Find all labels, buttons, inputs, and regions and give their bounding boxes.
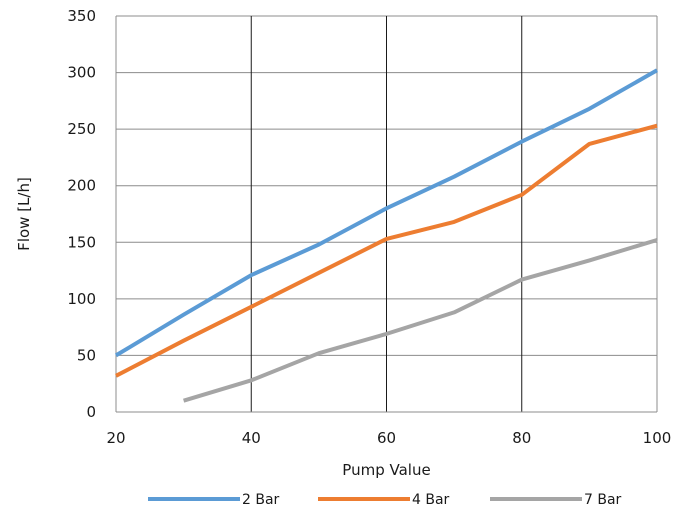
- y-tick-label: 150: [67, 233, 96, 251]
- series-line-2-bar: [114, 68, 658, 358]
- legend-label: 2 Bar: [242, 492, 280, 508]
- vertical-gridlines: [250, 16, 523, 412]
- x-tick-label: 80: [512, 429, 531, 447]
- y-tick-label: 250: [67, 120, 96, 138]
- legend: 2 Bar 4 Bar 7 Bar: [148, 492, 622, 508]
- x-tick-label: 60: [377, 429, 396, 447]
- plot-border: [115, 16, 658, 413]
- y-tick-label: 350: [67, 7, 96, 25]
- legend-label: 7 Bar: [584, 492, 622, 508]
- x-tick-label: 20: [106, 429, 125, 447]
- y-tick-label: 0: [86, 403, 96, 421]
- legend-label: 4 Bar: [412, 492, 450, 508]
- series-line-4-bar: [115, 123, 658, 378]
- y-axis-label: Flow [L/h]: [15, 177, 33, 251]
- series-line-7-bar: [183, 238, 658, 403]
- series-lines: [114, 68, 658, 403]
- x-tick-label: 40: [242, 429, 261, 447]
- y-tick-label: 200: [67, 177, 96, 195]
- y-tick-label: 300: [67, 64, 96, 82]
- x-axis-ticks: 20 40 60 80 100: [106, 429, 671, 447]
- y-tick-label: 50: [77, 346, 96, 364]
- y-axis-ticks: 0 50 100 150 200 250 300 350: [67, 7, 96, 421]
- x-axis-label: Pump Value: [342, 461, 430, 479]
- x-tick-label: 100: [643, 429, 672, 447]
- y-tick-label: 100: [67, 290, 96, 308]
